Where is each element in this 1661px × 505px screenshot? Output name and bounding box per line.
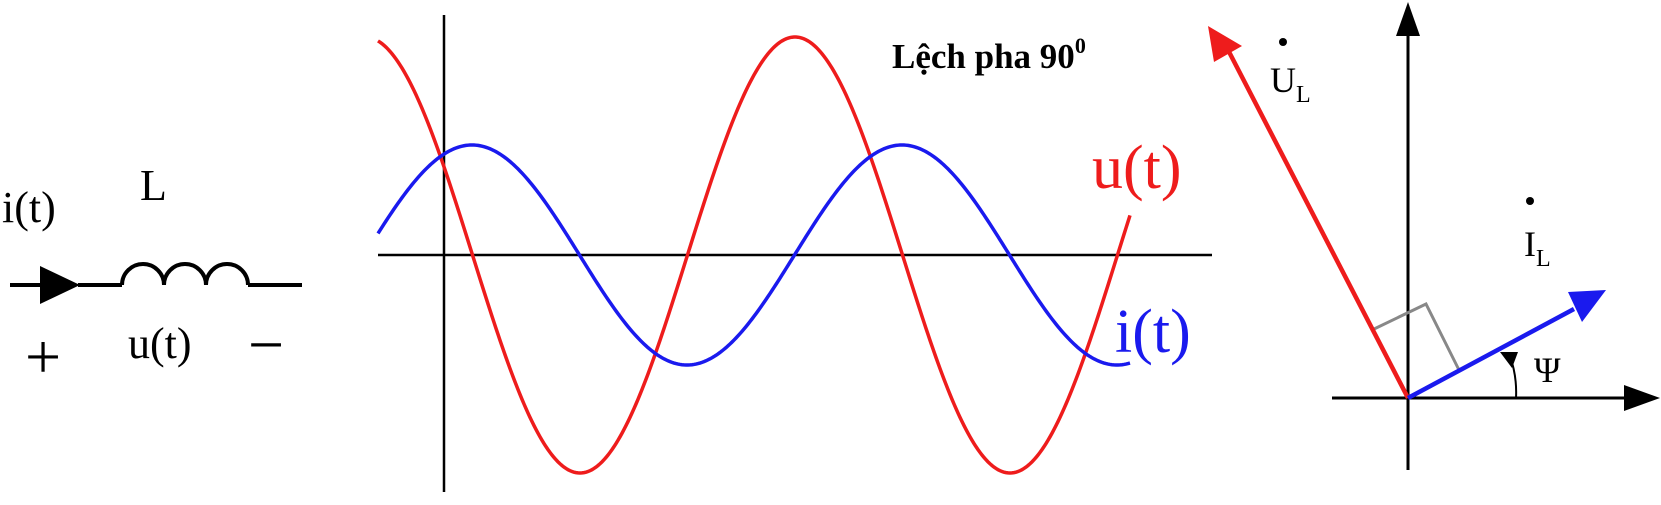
right-angle-marker [1371, 302, 1462, 373]
circuit-current-label: i(t) [2, 183, 56, 232]
current-phasor-arrow-icon [1568, 290, 1606, 322]
voltage-phasor-line [1224, 44, 1410, 400]
phase-shift-title-sup: 0 [1075, 33, 1086, 58]
vertical-axis-arrow-icon [1396, 2, 1420, 36]
minus-sign: − [248, 309, 284, 380]
phasor-current-label: IL [1524, 224, 1551, 272]
current-phasor-line [1406, 307, 1576, 400]
voltage-phasor-arrow-icon [1208, 26, 1242, 62]
waveform-voltage-label: u(t) [1092, 134, 1182, 202]
inductor-label: L [140, 161, 167, 210]
inductor-coil-icon [120, 262, 250, 286]
current-direction-arrow-icon [40, 266, 80, 304]
current-phasor-dot-icon [1526, 197, 1534, 205]
circuit-voltage-label: u(t) [128, 319, 192, 368]
phase-angle-label: Ψ [1534, 350, 1561, 390]
phasor-diagram: UL IL Ψ [1208, 2, 1660, 470]
voltage-waveform [377, 35, 1132, 475]
phase-angle-arrow-icon [1500, 352, 1518, 368]
plus-sign: + [25, 321, 61, 392]
horizontal-axis-arrow-icon [1624, 385, 1660, 411]
current-waveform [376, 143, 1131, 367]
voltage-phasor-dot-icon [1279, 38, 1287, 46]
inductor-circuit: i(t) L + u(t) − [2, 161, 302, 392]
waveform-current-label: i(t) [1115, 298, 1191, 366]
phase-shift-title: Lệch pha 900 [892, 33, 1086, 76]
phasor-voltage-label: UL [1270, 60, 1311, 108]
waveform-plot: Lệch pha 900 u(t) i(t) [376, 15, 1212, 492]
phase-shift-title-main: Lệch pha 90 [892, 37, 1075, 76]
